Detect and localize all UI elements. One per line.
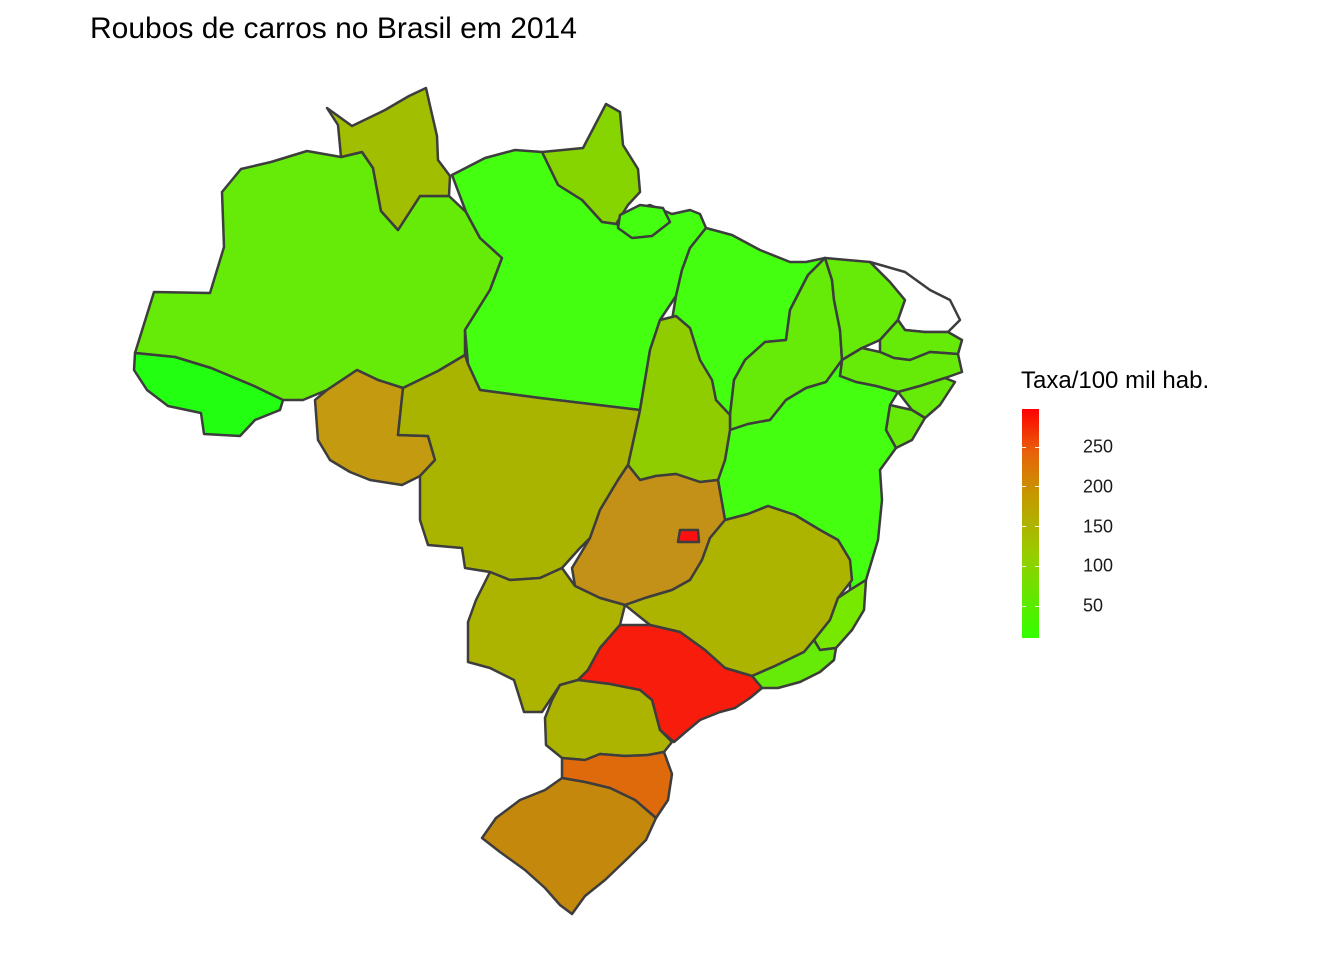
legend-color-bar — [1022, 409, 1039, 638]
legend-tick-label: 250 — [1083, 436, 1114, 457]
state-AC — [132, 351, 285, 438]
legend-tick-label: 150 — [1083, 516, 1114, 537]
legend-tick-label: 50 — [1083, 595, 1104, 616]
state-RS — [480, 776, 658, 916]
map-title: Roubos de carros no Brasil em 2014 — [90, 12, 577, 45]
state-RJ — [750, 638, 838, 690]
state-DF — [676, 528, 701, 544]
legend-tick-label: 200 — [1083, 476, 1114, 497]
legend-tick-label: 100 — [1083, 555, 1114, 576]
state-RR — [325, 86, 452, 232]
state-PA-island — [616, 203, 672, 240]
legend-title: Taxa/100 mil hab. — [1021, 367, 1210, 394]
